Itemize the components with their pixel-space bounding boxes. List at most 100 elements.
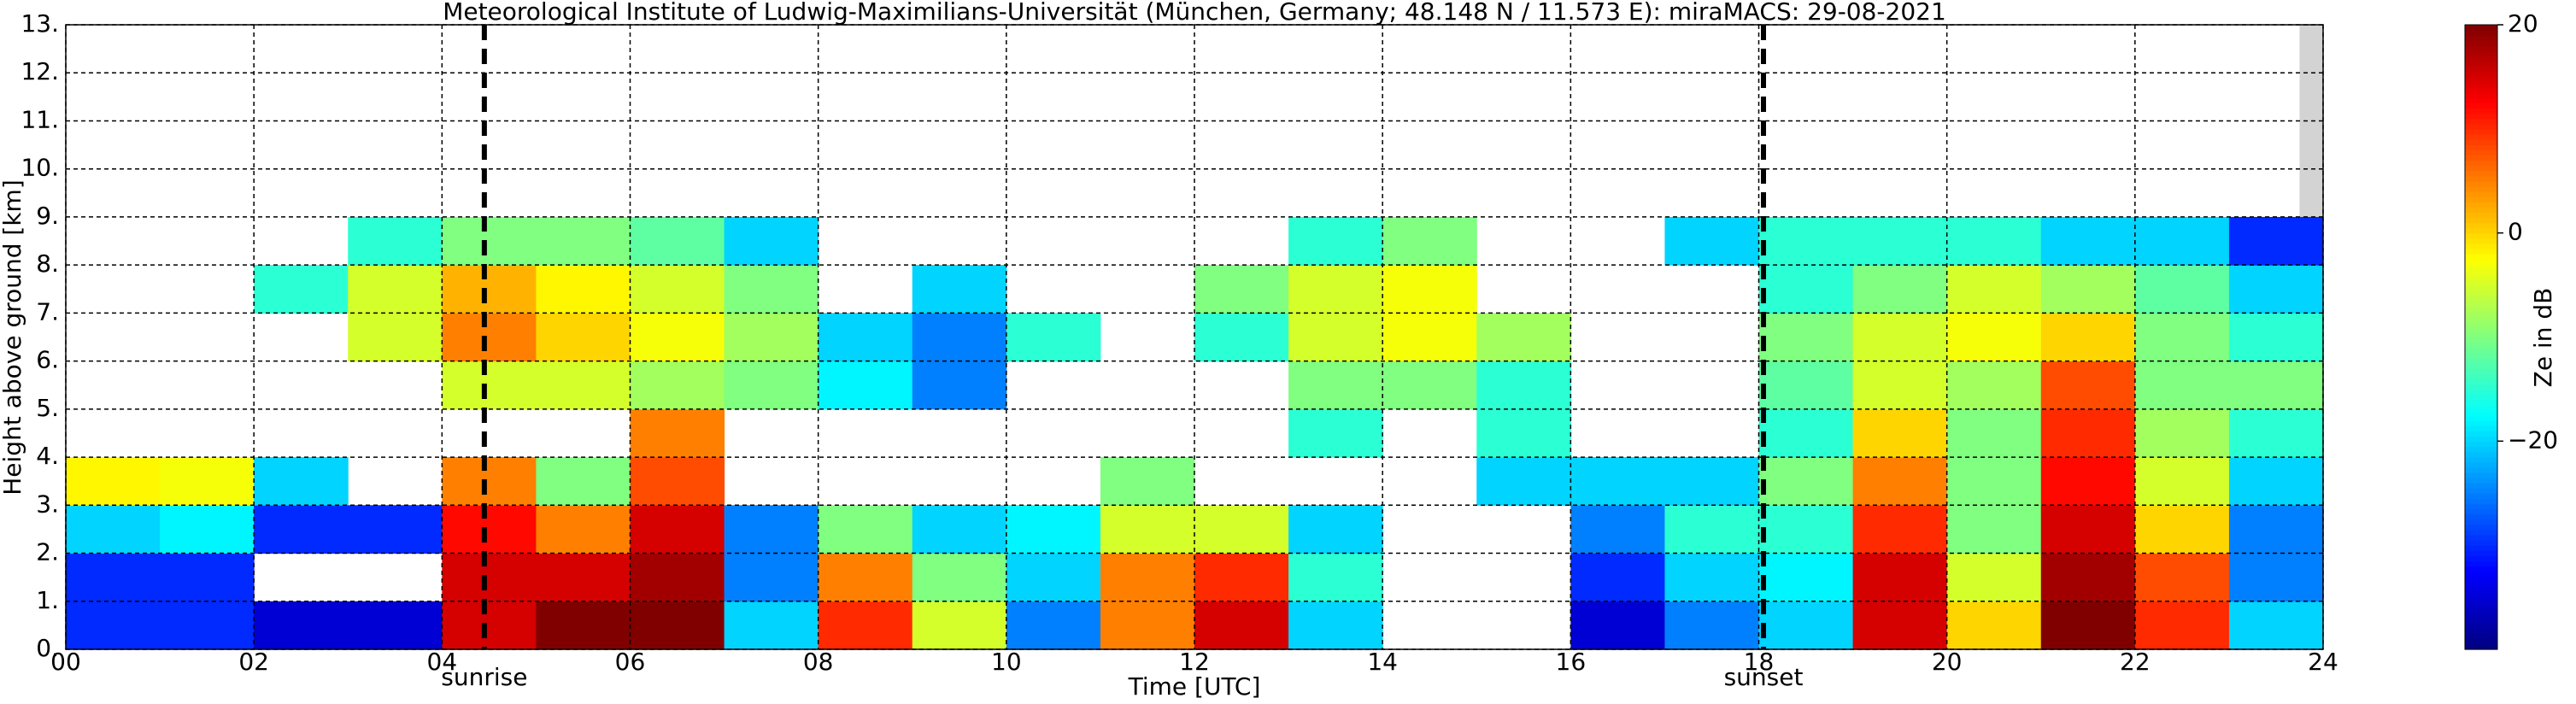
- colorbar-segment: [2465, 513, 2497, 520]
- colorbar-segment: [2465, 394, 2497, 401]
- colorbar-segment: [2465, 446, 2497, 453]
- colorbar-segment: [2465, 61, 2497, 67]
- colorbar-segment: [2465, 238, 2497, 244]
- colorbar-segment: [2465, 45, 2497, 52]
- heatmap-cell: [1852, 313, 1948, 362]
- heatmap-cell: [1100, 457, 1195, 506]
- x-tick-label: 22: [2120, 648, 2151, 676]
- y-tick-label: 12.: [21, 57, 59, 85]
- x-tick-label: 04: [427, 648, 458, 676]
- heatmap-cell: [1100, 505, 1195, 554]
- heatmap-cell: [1382, 265, 1477, 314]
- colorbar-segment: [2465, 638, 2497, 645]
- heatmap-cell: [1852, 553, 1948, 602]
- heatmap-cell: [66, 553, 161, 602]
- colorbar-segment: [2465, 597, 2497, 603]
- colorbar-segment: [2465, 472, 2497, 478]
- heatmap-cell: [724, 313, 819, 362]
- x-tick-label: 12: [1179, 648, 1210, 676]
- heatmap-cell: [2228, 457, 2324, 506]
- colorbar-segment: [2465, 202, 2497, 208]
- colorbar-segment: [2465, 409, 2497, 416]
- colorbar-segment: [2465, 326, 2497, 333]
- colorbar-segment: [2465, 456, 2497, 463]
- heatmap-cell: [1758, 408, 1854, 458]
- colorbar-segment: [2465, 56, 2497, 62]
- colorbar-segment: [2465, 524, 2497, 531]
- colorbar-segment: [2465, 425, 2497, 431]
- colorbar-segment: [2465, 357, 2497, 364]
- colorbar-frame: [2464, 24, 2498, 650]
- heatmap-cell: [1946, 313, 2042, 362]
- chart-title: Meteorological Institute of Ludwig-Maxim…: [443, 0, 1946, 26]
- heatmap-cell: [1852, 265, 1948, 314]
- heatmap-cell: [160, 457, 255, 506]
- heatmap-cell: [2228, 216, 2324, 266]
- heatmap-cell: [2040, 361, 2136, 410]
- heatmap-cell: [818, 361, 913, 410]
- heatmap-cell: [442, 313, 537, 362]
- heatmap-cell: [1758, 553, 1854, 602]
- heatmap-cell: [1288, 265, 1383, 314]
- colorbar-segment: [2465, 384, 2497, 390]
- colorbar-segment: [2465, 108, 2497, 114]
- colorbar-segment: [2465, 248, 2497, 255]
- heatmap-cell: [1946, 601, 2042, 650]
- heatmap-cell: [2228, 408, 2324, 458]
- colorbar-segment: [2465, 274, 2497, 281]
- heatmap-cell: [1852, 216, 1948, 266]
- heatmap-cell: [254, 457, 349, 506]
- heatmap-cell: [2040, 265, 2136, 314]
- heatmap-cell: [2228, 553, 2324, 602]
- colorbar-segment: [2465, 305, 2497, 312]
- y-tick-label: 8.: [36, 249, 59, 278]
- heatmap-cell: [348, 601, 443, 650]
- y-axis-label: Height above ground [km]: [0, 179, 26, 496]
- heatmap-cell: [1852, 361, 1948, 410]
- heatmap-cell: [1476, 457, 1571, 506]
- y-tick-label: 1.: [36, 586, 59, 614]
- heatmap-cell: [1100, 601, 1195, 650]
- heatmap-cell: [1946, 457, 2042, 506]
- heatmap-cell: [2134, 313, 2230, 362]
- colorbar-segment: [2465, 362, 2497, 369]
- colorbar-segment: [2465, 586, 2497, 593]
- heatmap-cell: [1570, 505, 1665, 554]
- colorbar-segment: [2465, 227, 2497, 234]
- heatmap-cell: [66, 505, 161, 554]
- heatmap-cell: [442, 505, 537, 554]
- heatmap-cell: [2040, 216, 2136, 266]
- y-tick-label: 11.: [21, 105, 59, 133]
- heatmap-cell: [1006, 553, 1101, 602]
- heatmap-cell: [630, 553, 725, 602]
- heatmap-cell: [442, 216, 537, 266]
- heatmap-cell: [348, 216, 443, 266]
- colorbar-segment: [2465, 217, 2497, 224]
- heatmap-cell: [254, 505, 349, 554]
- colorbar-segment: [2465, 571, 2497, 578]
- heatmap-cell: [724, 601, 819, 650]
- x-tick-label: 18: [1744, 648, 1775, 676]
- heatmap-cell: [2134, 505, 2230, 554]
- heatmap-cell: [1664, 601, 1759, 650]
- x-tick-label: 10: [991, 648, 1022, 676]
- heatmap-cell: [160, 505, 255, 554]
- y-tick-label: 0.: [36, 634, 59, 662]
- heatmap-cell: [66, 457, 161, 506]
- heatmap-cell: [348, 505, 443, 554]
- colorbar-segment: [2465, 50, 2497, 57]
- colorbar-segment: [2465, 540, 2497, 546]
- colorbar-segment: [2465, 212, 2497, 218]
- colorbar-segment: [2465, 113, 2497, 120]
- heatmap-cell: [1758, 361, 1854, 410]
- colorbar-segment: [2465, 342, 2497, 349]
- colorbar-segment: [2465, 295, 2497, 302]
- colorbar-segment: [2465, 165, 2497, 172]
- heatmap-cell: [2134, 216, 2230, 266]
- heatmap-cell: [2040, 553, 2136, 602]
- heatmap-cell: [1288, 313, 1383, 362]
- heatmap-cell: [1006, 601, 1101, 650]
- colorbar-segment: [2465, 477, 2497, 484]
- colorbar-segment: [2465, 269, 2497, 275]
- heatmap-cell: [1664, 457, 1759, 506]
